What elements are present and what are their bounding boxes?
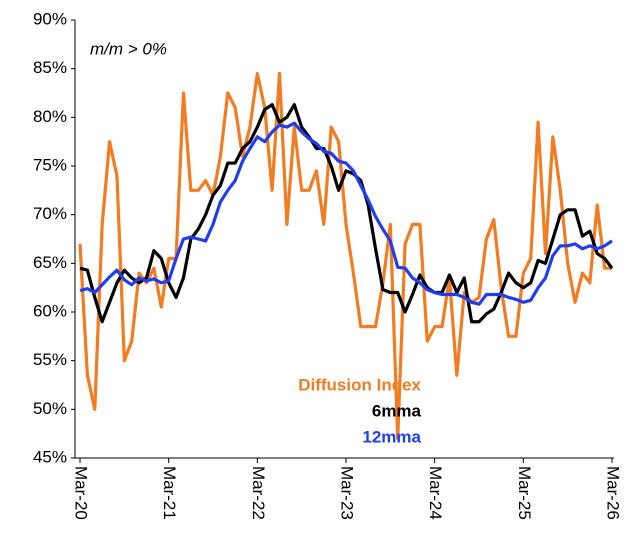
series-line: [79, 103, 614, 324]
legend-label: 6mma: [372, 401, 422, 420]
x-tick-label: Mar-25: [515, 466, 534, 520]
y-tick-label: 90%: [33, 9, 67, 28]
y-tick-label: 85%: [33, 58, 67, 77]
y-tick-label: 50%: [33, 399, 67, 418]
x-tick-label: Mar-21: [160, 466, 179, 520]
y-tick-label: 45%: [33, 447, 67, 466]
y-tick-label: 65%: [33, 253, 67, 272]
x-tick-label: Mar-20: [72, 466, 91, 520]
y-tick-label: 60%: [33, 301, 67, 320]
x-tick-label: Mar-26: [604, 466, 623, 520]
legend-label: Diffusion Index: [298, 375, 421, 394]
y-tick-label: 80%: [33, 107, 67, 126]
annotation: m/m > 0%: [90, 39, 167, 58]
x-tick-label: Mar-22: [249, 466, 268, 520]
series-line: [79, 121, 613, 306]
legend-label: 12mma: [362, 427, 421, 446]
x-tick-label: Mar-24: [426, 466, 445, 520]
series-line: [78, 71, 612, 441]
y-tick-label: 70%: [33, 204, 67, 223]
x-tick-label: Mar-23: [338, 466, 357, 520]
y-tick-label: 75%: [33, 155, 67, 174]
y-tick-label: 55%: [33, 350, 67, 369]
